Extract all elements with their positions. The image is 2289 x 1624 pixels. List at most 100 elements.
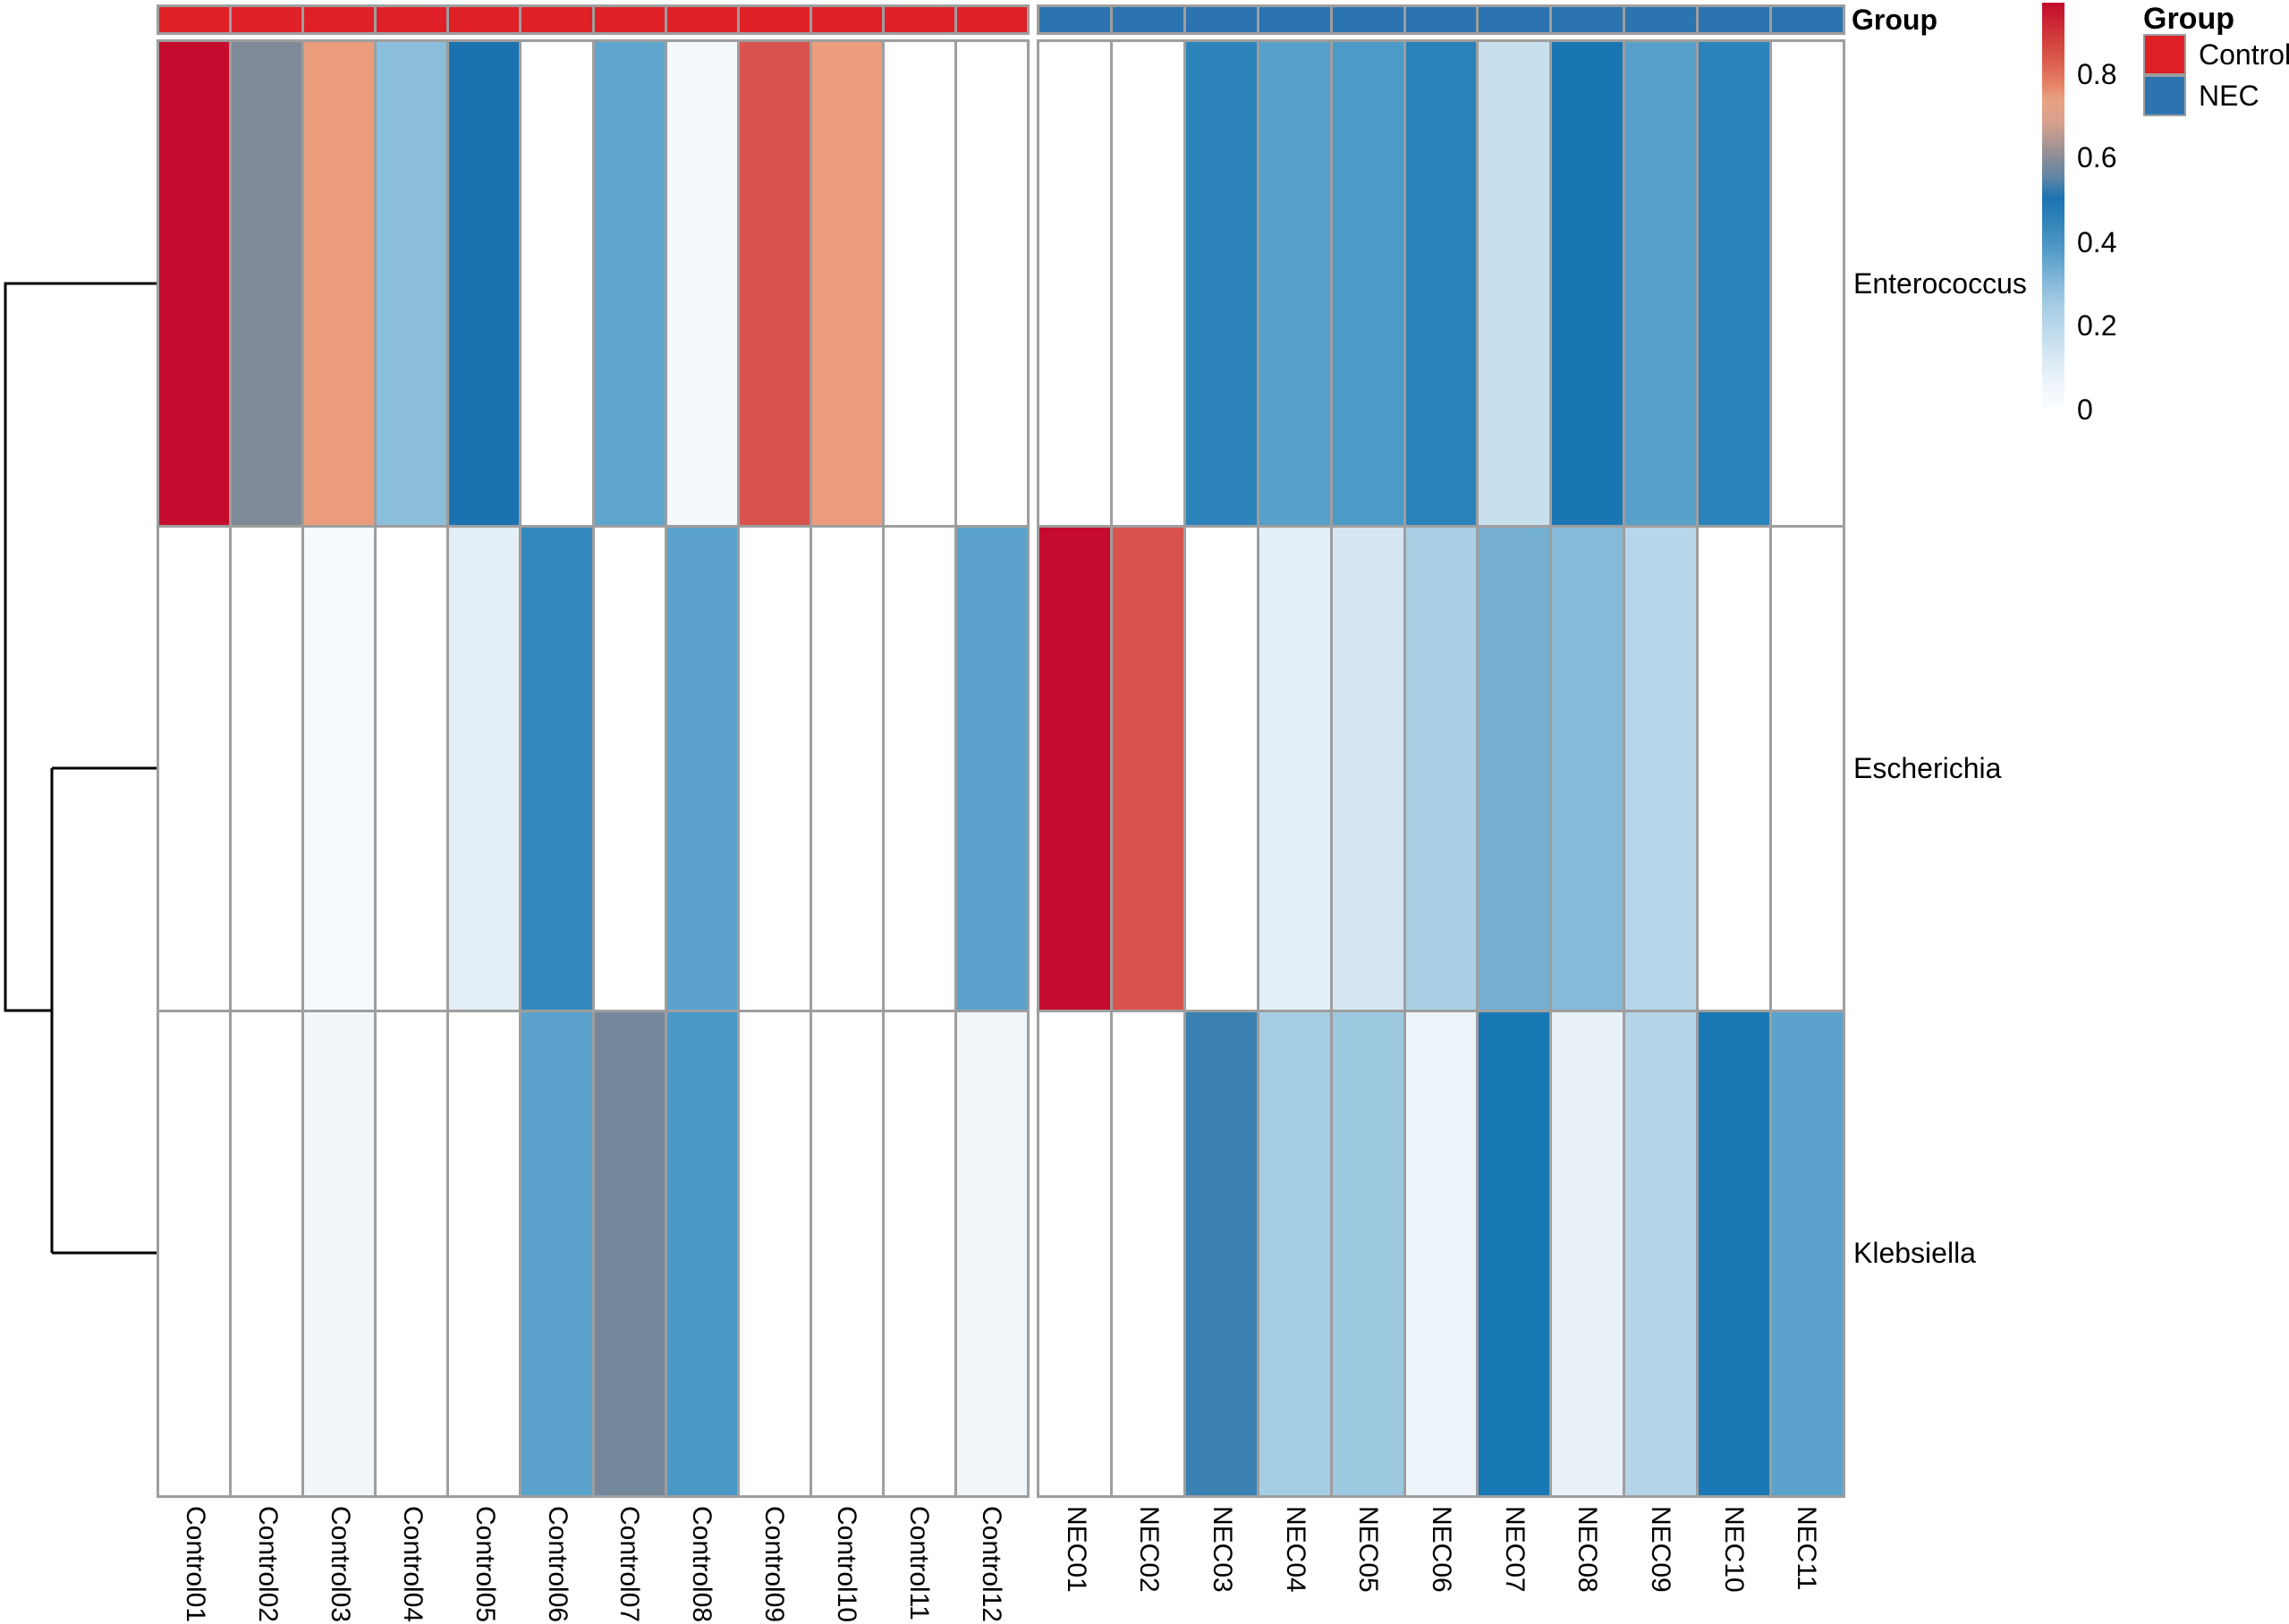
column-label: NEC02 xyxy=(1134,1506,1165,1593)
heatmap-cell xyxy=(956,527,1027,1011)
heatmap-cell xyxy=(377,42,447,525)
column-label: Control11 xyxy=(903,1506,934,1620)
heatmap-cell xyxy=(1625,42,1697,525)
annotation-cell-nec xyxy=(1112,7,1183,32)
heatmap-cell xyxy=(377,527,447,1011)
heatmap-cell xyxy=(1259,527,1330,1011)
heatmap-cell xyxy=(1405,42,1477,525)
heatmap-cell xyxy=(739,527,810,1011)
heatmap-cell xyxy=(884,42,954,525)
row-label: Escherichia xyxy=(1853,752,2002,784)
heatmap-cell xyxy=(304,42,375,525)
heatmap-cell xyxy=(1772,42,1843,525)
annotation-cell-nec xyxy=(1552,7,1623,32)
colorbar-gradient xyxy=(2042,3,2064,410)
heatmap-cell xyxy=(449,527,520,1011)
column-label: Control07 xyxy=(615,1506,645,1623)
colorbar-tick-label: 0.8 xyxy=(2077,57,2117,90)
column-label: NEC04 xyxy=(1280,1506,1310,1593)
annotation-cell-control xyxy=(304,7,375,32)
annotation-cell-nec xyxy=(1185,7,1257,32)
column-label: Control01 xyxy=(181,1506,211,1623)
heatmap-cell xyxy=(1772,1012,1843,1495)
colorbar-tick-label: 0.4 xyxy=(2077,225,2117,258)
heatmap-cell xyxy=(521,42,592,525)
column-label: Control03 xyxy=(326,1506,356,1623)
heatmap-cell xyxy=(1552,1012,1623,1495)
annotation-cell-nec xyxy=(1405,7,1477,32)
heatmap-cell xyxy=(1479,527,1550,1011)
heatmap-block-nec xyxy=(1037,39,1845,1498)
legend-swatch-nec xyxy=(2143,75,2186,116)
heatmap-cell xyxy=(739,1012,810,1495)
heatmap-cell xyxy=(1259,42,1330,525)
heatmap-cell xyxy=(449,1012,520,1495)
heatmap-cell xyxy=(159,42,230,525)
annotation-cell-nec xyxy=(1625,7,1697,32)
heatmap-cell xyxy=(1699,1012,1770,1495)
dendrogram-branches xyxy=(4,282,157,1255)
annotation-cell-nec xyxy=(1039,7,1110,32)
annotation-cell-control xyxy=(956,7,1027,32)
annotation-cell-control xyxy=(377,7,447,32)
heatmap-cell xyxy=(1112,42,1183,525)
column-label: NEC06 xyxy=(1427,1506,1456,1593)
heatmap-cell xyxy=(304,1012,375,1495)
column-label: Control02 xyxy=(253,1506,284,1623)
heatmap-cell xyxy=(159,527,230,1011)
heatmap-cell xyxy=(1625,527,1697,1011)
heatmap-cell xyxy=(594,1012,665,1495)
heatmap-cell xyxy=(811,42,882,525)
column-label: Control10 xyxy=(831,1506,861,1623)
colorbar-tick-label: 0 xyxy=(2077,393,2093,426)
column-label: Control09 xyxy=(759,1506,790,1623)
legend-swatch-control xyxy=(2143,34,2186,75)
heatmap-cell xyxy=(1479,1012,1550,1495)
row-label: Enterococcus xyxy=(1853,267,2027,300)
heatmap-cell xyxy=(1405,1012,1477,1495)
column-label: NEC01 xyxy=(1061,1506,1091,1593)
annotation-cell-nec xyxy=(1699,7,1770,32)
heatmap-cell xyxy=(1185,527,1257,1011)
heatmap-cell xyxy=(1185,1012,1257,1495)
heatmap-cell xyxy=(956,42,1027,525)
heatmap-cell xyxy=(811,527,882,1011)
heatmap-cell xyxy=(304,527,375,1011)
annotation-cell-nec xyxy=(1479,7,1550,32)
heatmap-cell xyxy=(1185,42,1257,525)
legend-entry-label: Control xyxy=(2199,38,2289,71)
annotation-row-label: Group xyxy=(1852,4,1937,36)
heatmap-cell xyxy=(377,1012,447,1495)
heatmap-cell xyxy=(1699,42,1770,525)
heatmap-cell xyxy=(1552,42,1623,525)
heatmap-block-control xyxy=(157,39,1030,1498)
annotation-cell-control xyxy=(739,7,810,32)
heatmap-cell xyxy=(1772,527,1843,1011)
heatmap-cell xyxy=(232,527,302,1011)
column-label: Control06 xyxy=(542,1506,572,1623)
heatmap-cell xyxy=(1625,1012,1697,1495)
heatmap-cell xyxy=(1332,1012,1403,1495)
heatmap-cell xyxy=(666,527,737,1011)
annotation-cell-control xyxy=(449,7,520,32)
heatmap-cell xyxy=(884,1012,954,1495)
heatmap-cell xyxy=(1405,527,1477,1011)
heatmap-cell xyxy=(1332,527,1403,1011)
annotation-cell-control xyxy=(521,7,592,32)
legend-entry-label: NEC xyxy=(2199,80,2259,112)
annotation-cell-control xyxy=(594,7,665,32)
legend-title: Group xyxy=(2143,2,2234,36)
heatmap-cell xyxy=(521,527,592,1011)
heatmap-cell xyxy=(1332,42,1403,525)
annotation-cell-control xyxy=(884,7,954,32)
heatmap-cell xyxy=(1259,1012,1330,1495)
column-label: NEC10 xyxy=(1718,1506,1749,1593)
heatmap-cell xyxy=(884,527,954,1011)
heatmap-cell xyxy=(232,42,302,525)
heatmap-cell xyxy=(666,42,737,525)
heatmap-cell xyxy=(956,1012,1027,1495)
column-label: NEC05 xyxy=(1353,1506,1384,1593)
annotation-bar-control xyxy=(157,4,1030,35)
annotation-cell-nec xyxy=(1259,7,1330,32)
colorbar-tick-label: 0.6 xyxy=(2077,141,2117,174)
